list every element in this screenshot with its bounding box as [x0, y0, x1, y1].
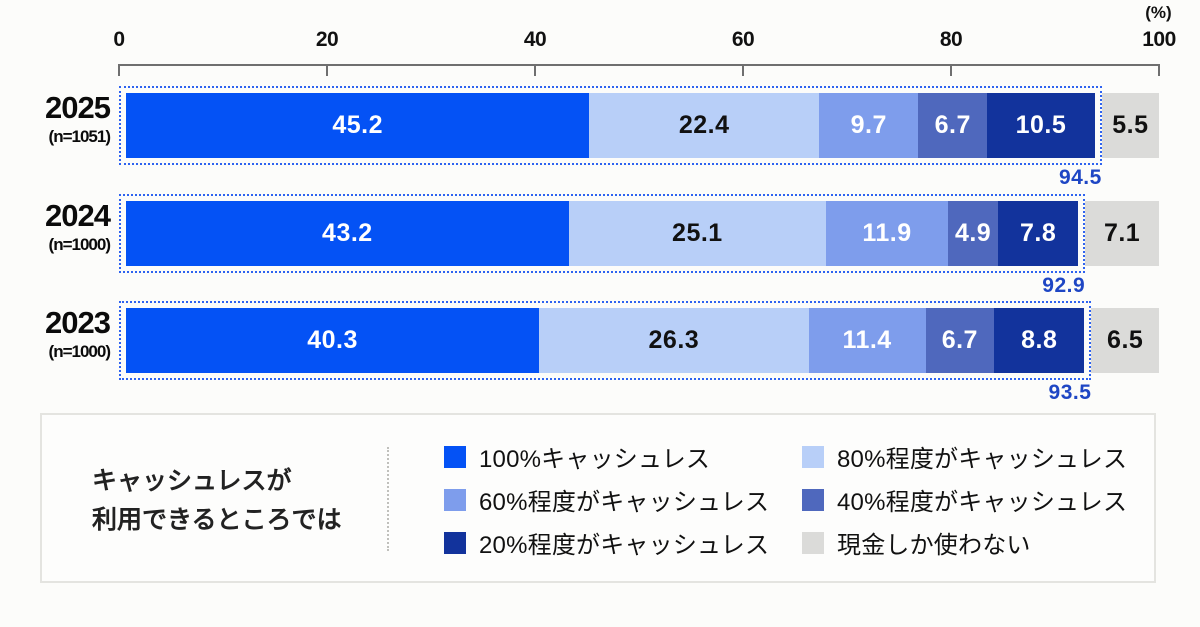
bar-segment-3: 11.4	[808, 308, 926, 373]
bar-segment-2: 26.3	[539, 308, 809, 373]
sample-size-text: (n=1000)	[48, 235, 111, 254]
legend-context-line2: 利用できるところでは	[92, 506, 342, 534]
legend-item: 80%程度がキャッシュレス	[802, 444, 1127, 473]
axis-tick-mark	[950, 64, 952, 76]
legend-item-label: 80%程度がキャッシュレス	[837, 446, 1128, 473]
axis-tick-label: 80	[939, 28, 963, 51]
bar-segment-4: 6.7	[918, 93, 988, 158]
bar-segment-5: 7.8	[998, 201, 1079, 266]
legend-item-label: 60%程度がキャッシュレス	[479, 489, 770, 516]
cash-only-segment: 5.5	[1101, 93, 1159, 158]
legend-divider	[387, 447, 389, 551]
axis-tick-mark	[742, 64, 744, 76]
axis-tick-label: 40	[523, 28, 547, 51]
legend-items: 100%キャッシュレス 80%程度がキャッシュレス 60%程度がキャッシュレス 40%…	[444, 444, 1127, 559]
row-year-label: 2024 (n=1000)	[0, 198, 111, 254]
row-year-label: 2025 (n=1051)	[0, 90, 111, 146]
bar-segment-3: 11.9	[826, 201, 948, 266]
cash-only-segment: 6.5	[1091, 308, 1159, 373]
legend-swatch-icon	[802, 488, 824, 511]
bar-row-2024: 2024 (n=1000) 43.2 25.1 11.9 4.9 7.8 7.1 92.9	[45, 194, 1159, 297]
legend-item: 60%程度がキャッシュレス	[444, 487, 802, 516]
cashless-dotted-box: 43.2 25.1 11.9 4.9 7.8	[119, 194, 1086, 273]
legend-item: 100%キャッシュレス	[444, 444, 802, 473]
bar-row-2025: 2025 (n=1051) 45.2 22.4 9.7 6.7 10.5 5.5 94.5	[45, 86, 1159, 189]
legend-item-label: 現金しか使わない	[837, 532, 1031, 559]
bar-segment-4: 4.9	[947, 201, 999, 266]
bar-segment-3: 9.7	[819, 93, 919, 158]
cashless-dotted-box: 45.2 22.4 9.7 6.7 10.5	[119, 86, 1102, 165]
legend-swatch-icon	[802, 445, 824, 468]
year-text: 2023	[45, 305, 111, 340]
axis-tick-mark	[534, 64, 536, 76]
sample-size-text: (n=1051)	[48, 127, 111, 146]
axis-tick-label: 20	[315, 28, 339, 51]
year-text: 2025	[45, 90, 111, 125]
x-axis: (%) 0 20 40 60 80 100	[113, 0, 1176, 86]
bar-segment-1: 40.3	[126, 308, 540, 373]
bar-segment-2: 22.4	[589, 93, 820, 158]
legend-swatch-icon	[802, 531, 824, 554]
cashless-dotted-box: 40.3 26.3 11.4 6.7 8.8	[119, 301, 1092, 380]
cash-only-segment: 7.1	[1085, 201, 1159, 266]
legend-context-line1: キャッシュレスが	[92, 467, 292, 495]
cashless-total-label: 93.5	[1048, 381, 1092, 404]
legend-item: 40%程度がキャッシュレス	[802, 487, 1127, 516]
legend-item: 20%程度がキャッシュレス	[444, 530, 802, 559]
bar-segment-2: 25.1	[568, 201, 827, 266]
legend-swatch-icon	[444, 531, 466, 554]
bar-segment-5: 8.8	[994, 308, 1085, 373]
sample-size-text: (n=1000)	[48, 342, 111, 361]
axis-tick-label: 0	[113, 28, 125, 51]
legend-swatch-icon	[444, 445, 466, 468]
legend-box: キャッシュレスが 利用できるところでは 100%キャッシュレス 80%程度がキャッ…	[40, 413, 1156, 583]
axis-line	[119, 64, 1159, 66]
axis-tick-label: 60	[731, 28, 755, 51]
axis-unit-label: (%)	[1145, 3, 1172, 22]
legend-context-label: キャッシュレスが 利用できるところでは	[92, 462, 342, 540]
bar-segment-4: 6.7	[925, 308, 995, 373]
axis-tick-mark	[326, 64, 328, 76]
legend-item: 現金しか使わない	[802, 530, 1127, 559]
legend-item-label: 100%キャッシュレス	[479, 446, 711, 473]
cashless-total-label: 92.9	[1042, 274, 1086, 297]
bar-segment-1: 45.2	[126, 93, 590, 158]
legend-swatch-icon	[444, 488, 466, 511]
bar-segment-5: 10.5	[987, 93, 1095, 158]
axis-tick-label: 100	[1142, 28, 1176, 51]
cashless-total-label: 94.5	[1058, 166, 1102, 189]
row-year-label: 2023 (n=1000)	[0, 305, 111, 361]
bar-segment-1: 43.2	[126, 201, 569, 266]
axis-tick-mark	[118, 64, 120, 76]
year-text: 2024	[45, 198, 111, 233]
legend-item-label: 20%程度がキャッシュレス	[479, 532, 770, 559]
bar-row-2023: 2023 (n=1000) 40.3 26.3 11.4 6.7 8.8 6.5 93.5	[45, 301, 1159, 404]
legend-item-label: 40%程度がキャッシュレス	[837, 489, 1128, 516]
axis-tick-mark	[1158, 64, 1160, 76]
